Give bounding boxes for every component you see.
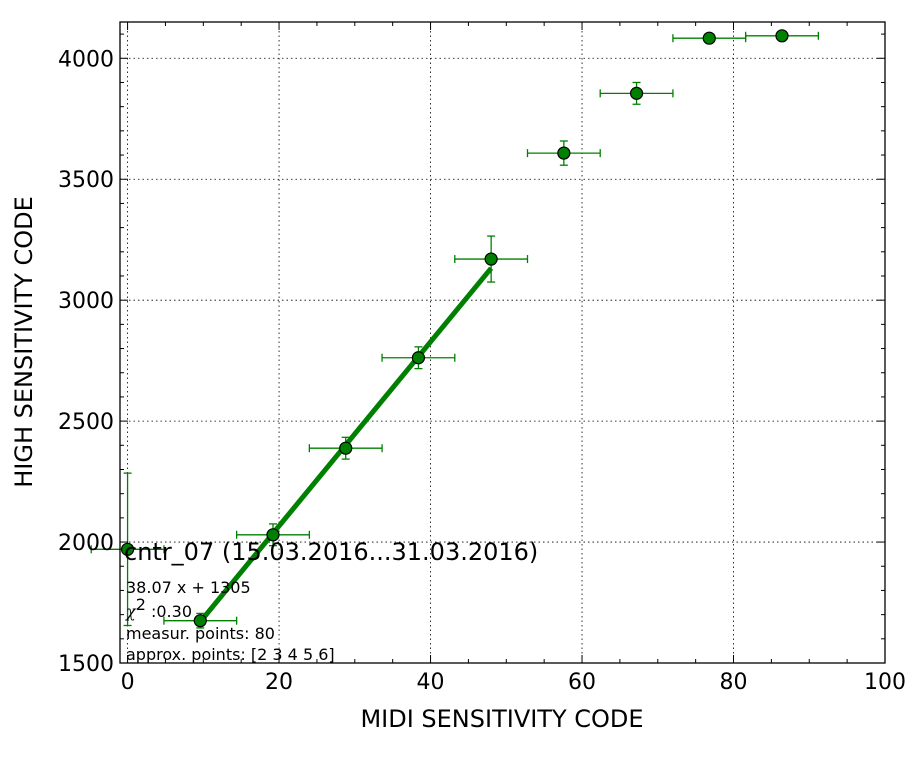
- chi-value: :0.30: [146, 602, 192, 621]
- y-tick-label: 3500: [58, 168, 114, 193]
- x-axis-title: MIDI SENSITIVITY CODE: [360, 705, 643, 733]
- annotation-equation: 38.07 x + 1305: [126, 578, 251, 597]
- annotation-approx-points: approx. points: [2 3 4 5 6]: [126, 645, 335, 664]
- y-axis-title: HIGH SENSITIVITY CODE: [10, 196, 38, 488]
- x-tick-label: 0: [121, 670, 135, 695]
- data-point: [193, 614, 207, 628]
- data-point: [120, 542, 135, 556]
- annotation-title: cntr_07 (15.03.2016...31.03.2016): [124, 538, 538, 566]
- plot-area: [120, 22, 885, 663]
- chi-exponent: 2: [136, 595, 146, 614]
- x-tick-label: 20: [265, 670, 293, 695]
- data-point: [775, 29, 789, 43]
- data-point: [266, 528, 280, 542]
- data-point: [557, 146, 571, 160]
- annotation-block: cntr_07 (15.03.2016...31.03.2016) 38.07 …: [124, 538, 538, 664]
- y-tick-label: 1500: [58, 652, 114, 677]
- data-point: [339, 441, 353, 455]
- x-tick-label: 100: [864, 670, 906, 695]
- data-point: [629, 86, 644, 100]
- plot-frame: [119, 21, 886, 664]
- data-point: [702, 31, 716, 45]
- data-point: [411, 351, 426, 365]
- y-tick-label: 3000: [58, 289, 114, 314]
- data-point: [484, 252, 498, 266]
- annotation-chi2: χ2 :0.30: [125, 595, 192, 621]
- data-points: [120, 29, 789, 628]
- y-tick-label: 2500: [58, 410, 114, 435]
- x-tick-label: 80: [720, 670, 748, 695]
- x-tick-label: 40: [417, 670, 445, 695]
- y-tick-label: 4000: [58, 47, 114, 72]
- x-tick-label: 60: [568, 670, 596, 695]
- annotation-measur-points: measur. points: 80: [126, 624, 275, 643]
- tick-labels: 0 20 40 60 80 100 1500 2000 2500 3000 3500 4000: [58, 47, 906, 695]
- ticks: [120, 22, 886, 664]
- chi-symbol: χ: [125, 602, 137, 621]
- y-tick-label: 2000: [58, 531, 114, 556]
